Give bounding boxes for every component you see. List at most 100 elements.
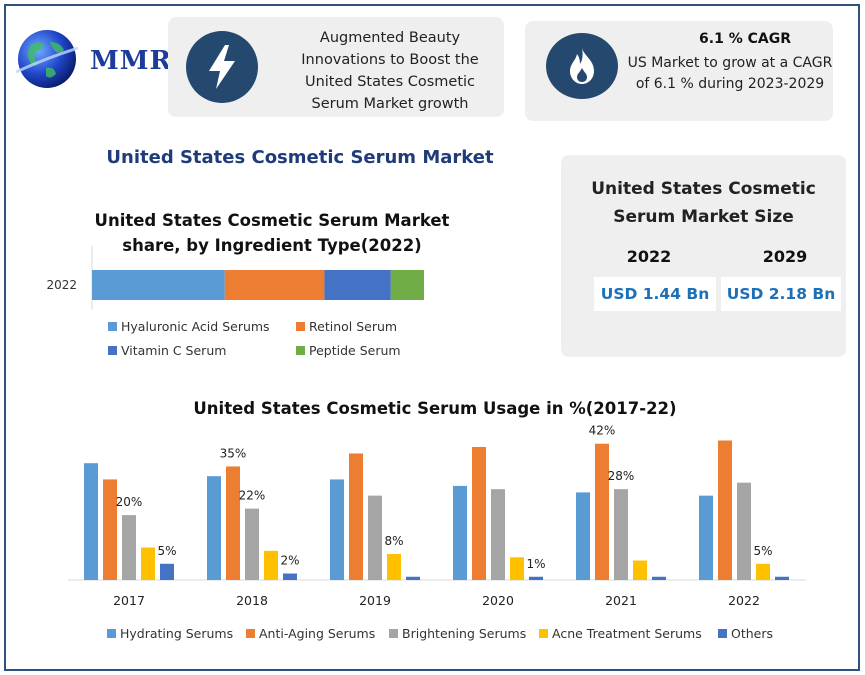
usage-legend-label: Brightening Serums	[402, 626, 526, 641]
share-chart-title: share, by Ingredient Type(2022)	[122, 236, 421, 255]
cagr-line: of 6.1 % during 2023-2029	[635, 76, 825, 92]
usage-bar	[775, 576, 789, 580]
usage-bar	[349, 453, 363, 580]
market-size-title-line: Serum Market Size	[613, 207, 794, 227]
share-legend-swatch	[296, 322, 305, 331]
usage-bar	[283, 573, 297, 580]
usage-data-label: 8%	[384, 534, 403, 548]
usage-bar	[737, 482, 751, 580]
usage-bar	[368, 495, 382, 580]
usage-category-label: 2022	[728, 593, 760, 608]
usage-bar	[633, 560, 647, 580]
usage-legend-swatch	[718, 629, 727, 638]
innovation-card: Augmented Beauty Innovations to Boost th…	[168, 17, 504, 117]
usage-data-label: 5%	[157, 544, 176, 558]
cagr-text: US Market to grow at a CAGR of 6.1 % dur…	[625, 53, 835, 95]
usage-category-label: 2017	[113, 593, 145, 608]
usage-bar	[510, 557, 524, 580]
usage-chart-title: United States Cosmetic Serum Usage in %(…	[193, 399, 676, 418]
cagr-title: 6.1 % CAGR	[699, 31, 791, 47]
market-value-2029: USD 2.18 Bn	[721, 277, 841, 311]
innovation-line: Serum Market growth	[311, 96, 469, 112]
cagr-card: 6.1 % CAGR US Market to grow at a CAGR o…	[525, 21, 833, 121]
mmr-logo: MMR	[14, 24, 173, 94]
brand-name: MMR	[90, 46, 173, 76]
share-bar-segment	[390, 270, 424, 300]
usage-bar	[595, 443, 609, 580]
flame-icon	[570, 48, 594, 84]
year-2029-label: 2029	[762, 247, 808, 266]
usage-bar	[529, 576, 543, 580]
usage-bar	[756, 563, 770, 580]
share-bar-segment	[92, 270, 225, 300]
innovation-text: Augmented Beauty Innovations to Boost th…	[280, 27, 500, 115]
usage-data-label: 5%	[753, 544, 772, 558]
usage-bar	[491, 489, 505, 580]
usage-bar	[472, 446, 486, 580]
usage-legend-label: Anti-Aging Serums	[259, 626, 375, 641]
usage-category-label: 2019	[359, 593, 391, 608]
usage-category-label: 2020	[482, 593, 514, 608]
usage-bar	[330, 479, 344, 580]
usage-legend-swatch	[107, 629, 116, 638]
share-bar-segment	[324, 270, 391, 300]
share-bar-segment	[224, 270, 325, 300]
lightning-icon-badge	[186, 31, 258, 103]
share-legend-label: Retinol Serum	[309, 319, 397, 334]
usage-legend-swatch	[539, 629, 548, 638]
usage-bar	[453, 485, 467, 580]
usage-legend-swatch	[389, 629, 398, 638]
usage-legend-label: Others	[731, 626, 773, 641]
usage-data-label: 1%	[526, 557, 545, 571]
innovation-line: Innovations to Boost the	[301, 52, 479, 68]
share-legend-label: Peptide Serum	[309, 343, 401, 358]
usage-bar	[387, 554, 401, 580]
usage-data-label: 2%	[280, 554, 299, 568]
serum-usage-chart: United States Cosmetic Serum Usage in %(…	[68, 399, 806, 641]
share-legend-swatch	[296, 346, 305, 355]
usage-data-label: 22%	[239, 489, 266, 503]
main-title: United States Cosmetic Serum Market	[106, 147, 494, 168]
innovation-line: United States Cosmetic	[304, 74, 476, 90]
usage-bar	[652, 576, 666, 580]
share-legend-label: Hyaluronic Acid Serums	[121, 319, 270, 334]
usage-legend-label: Hydrating Serums	[120, 626, 233, 641]
usage-bar	[207, 476, 221, 580]
year-2022-label: 2022	[626, 247, 672, 266]
share-legend-label: Vitamin C Serum	[121, 343, 226, 358]
usage-legend-label: Acne Treatment Serums	[552, 626, 702, 641]
usage-data-label: 35%	[220, 446, 247, 460]
usage-bar	[699, 495, 713, 580]
ingredient-share-chart: United States Cosmetic Serum Market share…	[46, 211, 450, 358]
flame-icon-badge	[546, 33, 618, 99]
market-size-title-line: United States Cosmetic	[591, 179, 816, 199]
usage-category-label: 2021	[605, 593, 637, 608]
market-size-card: United States Cosmetic Serum Market Size…	[561, 155, 846, 357]
market-value-2022: USD 1.44 Bn	[594, 277, 716, 311]
lightning-icon	[209, 45, 235, 89]
usage-bar	[614, 489, 628, 580]
usage-category-label: 2018	[236, 593, 268, 608]
usage-bar	[160, 563, 174, 580]
usage-bar	[576, 492, 590, 580]
usage-bar	[264, 550, 278, 580]
share-chart-category-label: 2022	[46, 278, 77, 292]
share-legend-swatch	[108, 322, 117, 331]
usage-bar	[141, 547, 155, 580]
usage-data-label: 28%	[608, 469, 635, 483]
usage-bar	[84, 463, 98, 580]
usage-data-label: 42%	[589, 424, 616, 438]
usage-bar	[122, 515, 136, 580]
usage-bar	[406, 576, 420, 580]
usage-bar	[245, 508, 259, 580]
share-legend-swatch	[108, 346, 117, 355]
usage-bar	[103, 479, 117, 580]
usage-bar	[226, 466, 240, 580]
usage-legend-swatch	[246, 629, 255, 638]
share-chart-title: United States Cosmetic Serum Market	[95, 211, 450, 230]
cagr-line: US Market to grow at a CAGR	[627, 55, 833, 71]
globe-icon	[16, 30, 78, 88]
usage-data-label: 20%	[116, 495, 143, 509]
innovation-line: Augmented Beauty	[319, 30, 461, 46]
market-size-title: United States Cosmetic Serum Market Size	[561, 175, 846, 231]
